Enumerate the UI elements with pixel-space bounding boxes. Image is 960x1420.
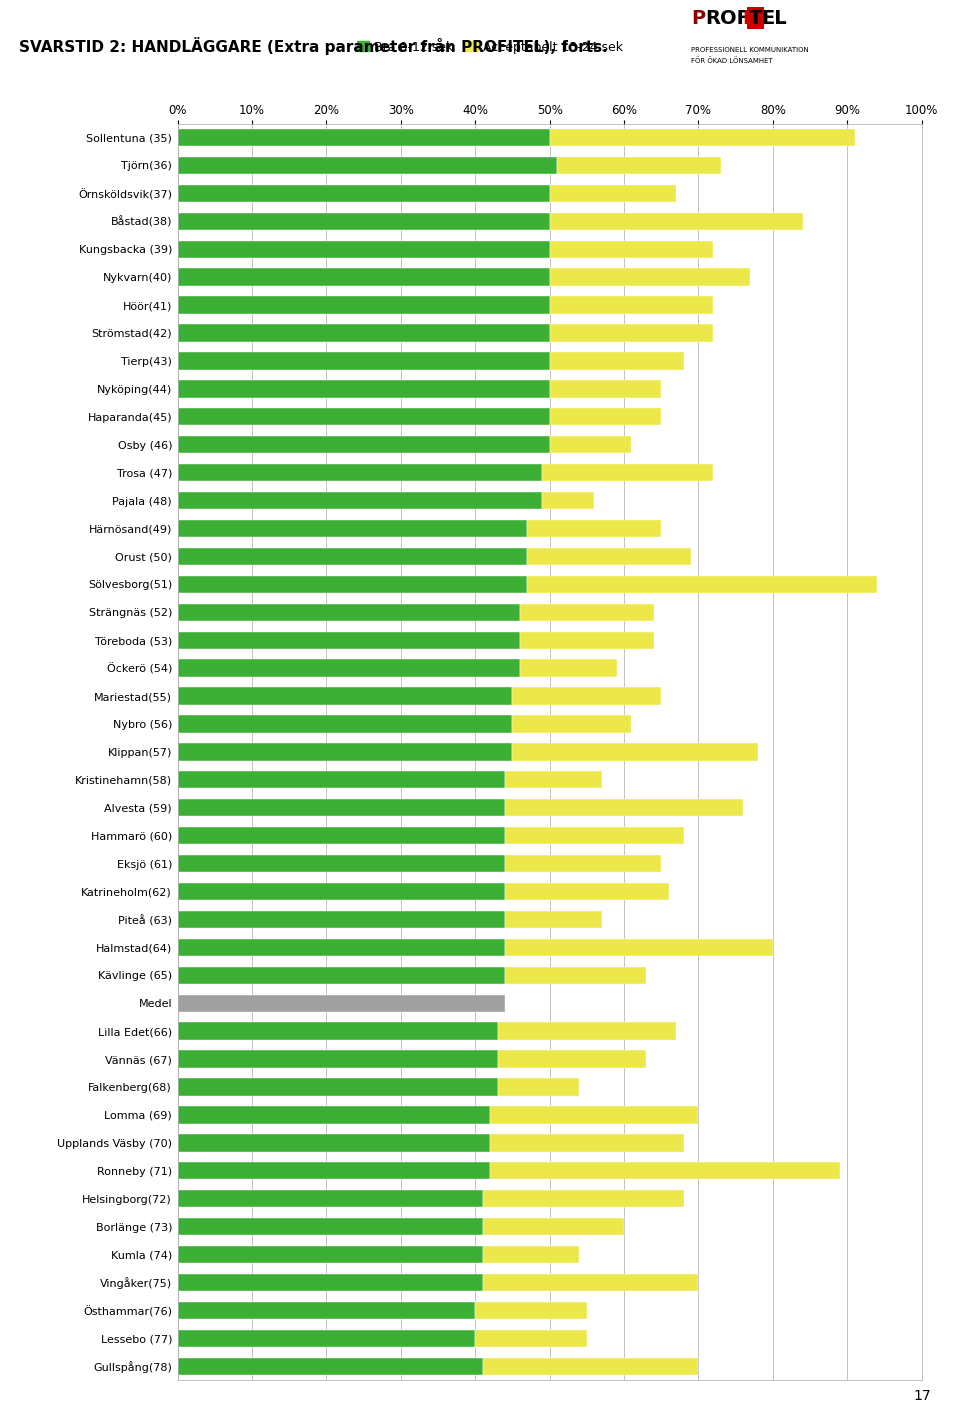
Bar: [505, 883, 668, 900]
Bar: [519, 632, 654, 649]
Bar: [542, 491, 594, 510]
Bar: [178, 129, 549, 146]
Bar: [178, 548, 527, 565]
Text: 17: 17: [914, 1389, 931, 1403]
Bar: [178, 967, 505, 984]
Text: I: I: [742, 9, 749, 27]
Bar: [505, 799, 743, 816]
Bar: [549, 324, 713, 342]
Bar: [549, 436, 632, 453]
Bar: [178, 826, 505, 845]
Bar: [505, 771, 602, 788]
Bar: [178, 1218, 483, 1235]
Bar: [542, 464, 713, 481]
Text: P: P: [691, 9, 706, 27]
Bar: [178, 408, 549, 426]
Bar: [505, 967, 646, 984]
Bar: [505, 855, 661, 872]
Legend: Bra 0-12 sek, Acceptabelt 13-24 sek: Bra 0-12 sek, Acceptabelt 13-24 sek: [351, 36, 629, 58]
Bar: [505, 826, 684, 845]
Bar: [178, 268, 549, 285]
Bar: [178, 1162, 490, 1180]
Bar: [497, 1078, 580, 1096]
Bar: [497, 1051, 646, 1068]
Bar: [178, 910, 505, 929]
Text: EL: EL: [761, 9, 787, 27]
Bar: [178, 1190, 483, 1207]
Bar: [549, 129, 854, 146]
Bar: [178, 464, 542, 481]
Bar: [549, 408, 661, 426]
Bar: [178, 659, 519, 677]
Bar: [178, 771, 505, 788]
Bar: [490, 1162, 840, 1180]
Text: FÖR ÖKAD LÖNSAMHET: FÖR ÖKAD LÖNSAMHET: [691, 57, 773, 64]
Bar: [178, 604, 519, 621]
Bar: [178, 575, 527, 594]
Bar: [490, 1135, 684, 1152]
Bar: [483, 1274, 698, 1291]
Bar: [178, 855, 505, 872]
Text: T: T: [749, 9, 762, 27]
Bar: [549, 185, 676, 202]
Bar: [178, 1274, 483, 1291]
Bar: [483, 1190, 684, 1207]
Bar: [178, 687, 513, 704]
Bar: [505, 939, 773, 956]
Bar: [178, 883, 505, 900]
Bar: [178, 1135, 490, 1152]
Bar: [549, 213, 803, 230]
Text: PROFESSIONELL KOMMUNIKATION: PROFESSIONELL KOMMUNIKATION: [691, 47, 809, 53]
Bar: [490, 1106, 698, 1123]
Bar: [178, 381, 549, 398]
Bar: [178, 1078, 497, 1096]
Bar: [483, 1358, 698, 1375]
Bar: [178, 1329, 475, 1348]
Bar: [178, 1358, 483, 1375]
Bar: [178, 716, 513, 733]
Bar: [178, 1106, 490, 1123]
Bar: [178, 743, 513, 761]
Bar: [483, 1218, 624, 1235]
Bar: [513, 743, 758, 761]
Bar: [178, 324, 549, 342]
Bar: [475, 1329, 587, 1348]
Bar: [483, 1245, 580, 1264]
Bar: [527, 520, 661, 537]
Bar: [549, 352, 684, 369]
Bar: [178, 799, 505, 816]
Bar: [178, 994, 505, 1012]
Bar: [519, 604, 654, 621]
Bar: [527, 575, 876, 594]
Bar: [549, 240, 713, 258]
Text: ROF: ROF: [706, 9, 751, 27]
Bar: [178, 240, 549, 258]
Bar: [178, 520, 527, 537]
Bar: [178, 632, 519, 649]
Bar: [549, 381, 661, 398]
Bar: [557, 156, 721, 175]
Bar: [513, 687, 661, 704]
Bar: [178, 1302, 475, 1319]
Bar: [475, 1302, 587, 1319]
Bar: [513, 716, 632, 733]
Bar: [178, 352, 549, 369]
Bar: [178, 156, 557, 175]
Bar: [519, 659, 616, 677]
Bar: [527, 548, 691, 565]
Bar: [178, 1051, 497, 1068]
Bar: [178, 213, 549, 230]
Bar: [178, 297, 549, 314]
Bar: [178, 491, 542, 510]
Bar: [497, 1022, 676, 1039]
Bar: [178, 939, 505, 956]
Bar: [178, 185, 549, 202]
Bar: [178, 436, 549, 453]
Bar: [505, 910, 602, 929]
Bar: [549, 297, 713, 314]
Bar: [178, 1022, 497, 1039]
Text: SVARSTID 2: HANDLÄGGARE (Extra parameter från PROFITEL), forts.: SVARSTID 2: HANDLÄGGARE (Extra parameter…: [19, 37, 608, 55]
Bar: [549, 268, 751, 285]
Bar: [178, 1245, 483, 1264]
